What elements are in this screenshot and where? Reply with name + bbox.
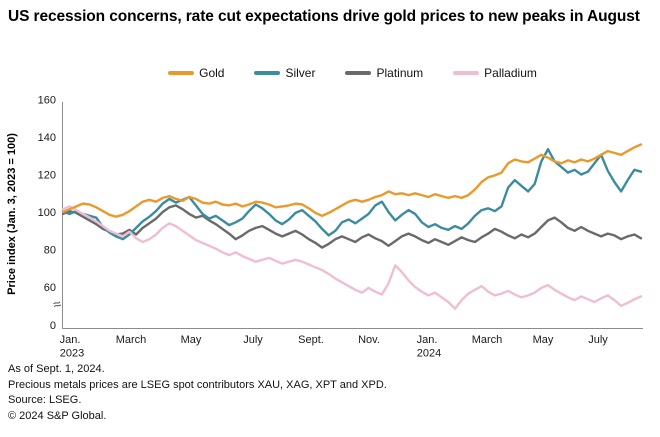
x-tick-1: March [116, 334, 147, 346]
y-tick-140: 140 [38, 132, 56, 144]
y-tick-120: 120 [38, 170, 56, 182]
y-tick-100: 100 [38, 207, 56, 219]
x-tick-6-year: 2024 [417, 348, 441, 360]
gold-line [61, 143, 643, 218]
legend-label-silver: Silver [285, 66, 316, 80]
x-tick-4: Sept. [298, 334, 324, 346]
y-tick-60: 60 [44, 282, 56, 294]
silver-line [61, 148, 643, 241]
footnote-copyright: © 2024 S&P Global. [8, 409, 107, 422]
legend-swatch-silver [254, 71, 281, 75]
footnotes: As of Sept. 1, 2024. Precious metals pri… [8, 362, 648, 424]
legend-label-gold: Gold [199, 66, 225, 80]
palladium-line [61, 205, 643, 310]
x-tick-0: Jan. [60, 334, 81, 346]
legend-item-silver: Silver [254, 66, 315, 80]
x-tick-3: July [243, 334, 263, 346]
chart-title: US recession concerns, rate cut expectat… [8, 8, 640, 25]
y-axis-title: Price index (Jan. 3, 2023 = 100) [6, 133, 18, 295]
x-tick-0-year: 2023 [60, 348, 84, 360]
legend-item-gold: Gold [168, 66, 224, 80]
legend: Gold Silver Platinum Palladium [62, 65, 643, 81]
axis-break-icon: ≈ [51, 295, 63, 312]
legend-item-palladium: Palladium [453, 66, 537, 80]
x-tick-2: May [181, 334, 202, 346]
price-index-chart: Price index (Jan. 3, 2023 = 100) 1601401… [6, 95, 643, 360]
x-tick-8: May [533, 334, 554, 346]
y-tick-80: 80 [44, 245, 56, 257]
footnote-source: Source: LSEG. [8, 394, 82, 406]
x-tick-6: Jan. [417, 334, 438, 346]
y-tick-160: 160 [38, 95, 56, 107]
legend-item-platinum: Platinum [345, 66, 423, 80]
x-tick-5: Nov. [358, 334, 380, 346]
platinum-line [61, 204, 643, 249]
legend-swatch-palladium [453, 71, 480, 75]
footnote-contributors: Precious metals prices are LSEG spot con… [8, 378, 387, 391]
x-tick-7: March [472, 334, 503, 346]
legend-label-palladium: Palladium [484, 66, 537, 80]
legend-swatch-platinum [345, 71, 372, 75]
plot-area: 160 140 120 100 80 60 0 ≈ Jan. 2023 March May July Se… [38, 95, 643, 360]
legend-label-platinum: Platinum [376, 66, 424, 80]
x-tick-9: July [588, 334, 608, 346]
y-tick-0: 0 [50, 320, 56, 332]
footnote-as-of: As of Sept. 1, 2024. [8, 363, 105, 375]
legend-swatch-gold [168, 71, 195, 75]
